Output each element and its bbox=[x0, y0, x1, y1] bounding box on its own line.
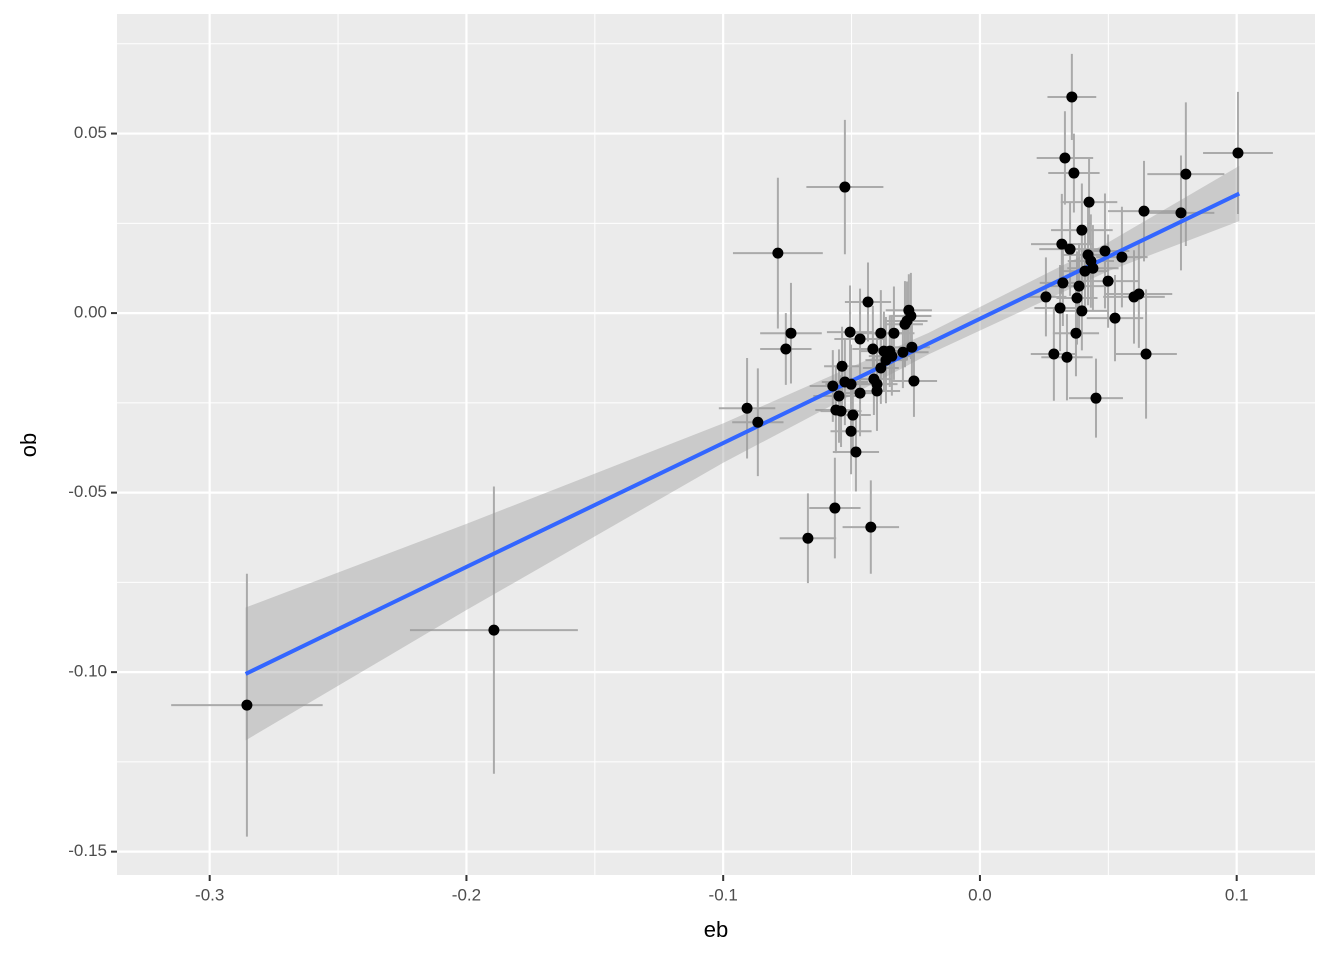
point bbox=[1175, 207, 1187, 219]
x-tick-label: -0.3 bbox=[195, 885, 224, 904]
point bbox=[1133, 288, 1145, 300]
point bbox=[875, 327, 887, 339]
point bbox=[785, 327, 797, 339]
point bbox=[829, 502, 841, 514]
point bbox=[1090, 392, 1102, 404]
y-tick-label: 0.00 bbox=[74, 303, 107, 322]
y-tick-label: -0.10 bbox=[68, 662, 107, 681]
point bbox=[1070, 327, 1082, 339]
point bbox=[741, 402, 753, 414]
point bbox=[1073, 280, 1085, 292]
point bbox=[772, 247, 784, 259]
point bbox=[871, 378, 883, 390]
confidence-band bbox=[245, 165, 1240, 741]
point bbox=[854, 333, 866, 345]
point bbox=[897, 346, 909, 358]
point bbox=[839, 181, 851, 193]
x-tick-label: -0.2 bbox=[452, 885, 481, 904]
point bbox=[802, 532, 814, 544]
point bbox=[1232, 147, 1244, 159]
point bbox=[1048, 348, 1060, 360]
point bbox=[1102, 275, 1114, 287]
point bbox=[488, 624, 500, 636]
point bbox=[865, 521, 877, 533]
point bbox=[1056, 238, 1068, 250]
point bbox=[1071, 292, 1083, 304]
point bbox=[1076, 305, 1088, 317]
point bbox=[845, 378, 857, 390]
point bbox=[844, 326, 856, 338]
y-axis-title: ob bbox=[16, 433, 41, 457]
point bbox=[862, 296, 874, 308]
point bbox=[1138, 205, 1150, 217]
point bbox=[1068, 167, 1080, 179]
point bbox=[1180, 168, 1192, 180]
point bbox=[906, 341, 918, 353]
point bbox=[886, 350, 898, 362]
point bbox=[1099, 245, 1111, 257]
point bbox=[833, 390, 845, 402]
point bbox=[1054, 302, 1066, 314]
point bbox=[1066, 91, 1078, 103]
y-tick-label: 0.05 bbox=[74, 123, 107, 142]
point bbox=[780, 343, 792, 355]
point bbox=[836, 360, 848, 372]
x-axis-title: eb bbox=[704, 917, 728, 942]
point bbox=[888, 327, 900, 339]
point bbox=[847, 409, 859, 421]
point bbox=[875, 362, 887, 374]
point bbox=[845, 425, 857, 437]
y-tick-label: -0.05 bbox=[68, 482, 107, 501]
x-tick-label: 0.1 bbox=[1225, 885, 1249, 904]
point bbox=[1116, 251, 1128, 263]
fit-line bbox=[244, 191, 1241, 676]
point bbox=[1076, 224, 1088, 236]
point bbox=[827, 380, 839, 392]
point bbox=[241, 699, 253, 711]
point bbox=[1057, 277, 1069, 289]
point bbox=[854, 387, 866, 399]
point bbox=[908, 375, 920, 387]
point bbox=[850, 446, 862, 458]
point bbox=[867, 343, 879, 355]
point bbox=[835, 405, 847, 417]
point bbox=[905, 310, 917, 322]
point bbox=[1083, 196, 1095, 208]
point bbox=[752, 416, 764, 428]
x-tick-label: -0.1 bbox=[709, 885, 738, 904]
x-tick-label: 0.0 bbox=[968, 885, 992, 904]
point bbox=[1087, 262, 1099, 274]
y-tick-label: -0.15 bbox=[68, 841, 107, 860]
point bbox=[1059, 152, 1071, 164]
point bbox=[1061, 351, 1073, 363]
point bbox=[1064, 243, 1076, 255]
point bbox=[1040, 291, 1052, 303]
point bbox=[1109, 312, 1121, 324]
point bbox=[1140, 348, 1152, 360]
